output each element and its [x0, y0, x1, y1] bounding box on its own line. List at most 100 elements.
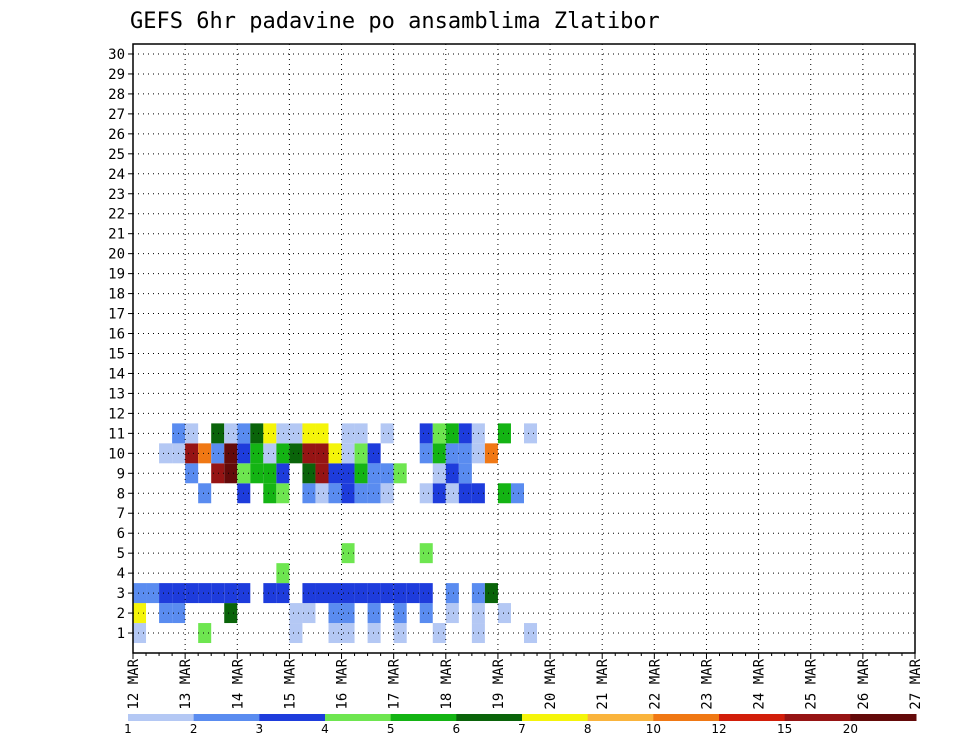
- colorbar-label: 15: [777, 722, 792, 736]
- heatmap-cell: [367, 463, 381, 484]
- heatmap-cell: [198, 583, 212, 604]
- heatmap-cell: [198, 623, 212, 644]
- heatmap-cell: [380, 463, 394, 484]
- heatmap-cell: [484, 443, 498, 464]
- heatmap-cell: [393, 583, 407, 604]
- colorbar-segment: [193, 714, 260, 721]
- colorbar: 1 2 3 4 5 6 7 8 10 12 15 20: [124, 714, 917, 736]
- colorbar-label: 8: [584, 722, 592, 736]
- heatmap-cell: [419, 583, 433, 604]
- colorbar-label: 2: [190, 722, 198, 736]
- heatmap-cell: [445, 583, 459, 604]
- heatmap-cell: [393, 603, 407, 624]
- heatmap-cell: [159, 603, 173, 624]
- heatmap-cell: [224, 423, 238, 444]
- y-tick-label: 19: [108, 267, 125, 283]
- heatmap-cell: [185, 583, 199, 604]
- y-tick-label: 27: [108, 107, 125, 123]
- heatmap-cell: [263, 583, 277, 604]
- heatmap-cell: [497, 423, 511, 444]
- colorbar-segment: [128, 714, 195, 721]
- heatmap-cell: [367, 443, 381, 464]
- y-tick-label: 24: [108, 167, 125, 183]
- heatmap-cell: [328, 443, 342, 464]
- heatmap-cells: [133, 423, 538, 644]
- y-tick-label: 5: [117, 546, 125, 562]
- colorbar-segment: [456, 714, 523, 721]
- y-tick-label: 21: [108, 227, 125, 243]
- heatmap-cell: [198, 483, 212, 504]
- heatmap-cell: [393, 623, 407, 644]
- colorbar-segment: [522, 714, 589, 721]
- heatmap-cell: [315, 443, 329, 464]
- heatmap-cell: [211, 423, 225, 444]
- heatmap-cell: [419, 603, 433, 624]
- heatmap-cell: [445, 443, 459, 464]
- heatmap-cell: [146, 583, 160, 604]
- y-tick-label: 25: [108, 147, 125, 163]
- x-tick-label: 22 MAR: [647, 658, 663, 709]
- y-tick-label: 7: [117, 506, 125, 522]
- heatmap-cell: [276, 583, 290, 604]
- colorbar-segment: [653, 714, 720, 721]
- y-tick-label: 26: [108, 127, 125, 143]
- heatmap-cell: [367, 603, 381, 624]
- heatmap-cell: [354, 483, 368, 504]
- colorbar-segment: [325, 714, 392, 721]
- heatmap-cell: [159, 443, 173, 464]
- heatmap-cell: [315, 423, 329, 444]
- x-tick-label: 19 MAR: [491, 658, 507, 709]
- heatmap-cell: [289, 443, 303, 464]
- heatmap-cell: [211, 443, 225, 464]
- heatmap-cell: [445, 603, 459, 624]
- x-tick-label: 15 MAR: [282, 658, 298, 709]
- heatmap-cell: [458, 443, 472, 464]
- heatmap-cell: [185, 423, 199, 444]
- chart-title: GEFS 6hr padavine po ansamblima Zlatibor: [130, 9, 660, 34]
- heatmap-cell: [263, 423, 277, 444]
- heatmap-cell: [250, 463, 264, 484]
- heatmap-cell: [497, 603, 511, 624]
- heatmap-cell: [289, 623, 303, 644]
- y-tick-label: 22: [108, 207, 125, 223]
- colorbar-label: 5: [387, 722, 395, 736]
- heatmap-cell: [276, 463, 290, 484]
- y-tick-label: 29: [108, 67, 125, 83]
- heatmap-cell: [419, 483, 433, 504]
- y-tick-label: 15: [108, 346, 125, 362]
- colorbar-segment: [850, 714, 917, 721]
- heatmap-cell: [224, 603, 238, 624]
- heatmap-cell: [354, 463, 368, 484]
- heatmap-cell: [445, 423, 459, 444]
- heatmap-cell: [133, 603, 147, 624]
- heatmap-cell: [458, 423, 472, 444]
- heatmap-cell: [263, 463, 277, 484]
- colorbar-segment: [390, 714, 457, 721]
- x-tick-label: 25 MAR: [804, 658, 820, 709]
- grid-lines: [132, 44, 916, 653]
- x-axis: 12 MAR 13 MAR 14 MAR 15 MAR 16 MAR 17 MAR 18 M…: [126, 653, 924, 710]
- x-tick-label: 18 MAR: [439, 658, 455, 709]
- y-tick-label: 17: [108, 307, 125, 323]
- heatmap-cell: [484, 583, 498, 604]
- heatmap-cell: [328, 623, 342, 644]
- colorbar-label: 7: [518, 722, 526, 736]
- colorbar-label: 4: [321, 722, 329, 736]
- colorbar-segment: [587, 714, 654, 721]
- colorbar-label: 12: [711, 722, 726, 736]
- heatmap-cell: [432, 483, 446, 504]
- heatmap-cell: [315, 463, 329, 484]
- heatmap-cell: [276, 423, 290, 444]
- colorbar-label: 20: [843, 722, 858, 736]
- heatmap-cell: [432, 463, 446, 484]
- colorbar-label: 6: [453, 722, 461, 736]
- heatmap-cell: [224, 583, 238, 604]
- heatmap-cell: [432, 423, 446, 444]
- y-tick-label: 4: [117, 566, 125, 582]
- x-tick-label: 24 MAR: [752, 658, 768, 709]
- heatmap-cell: [393, 463, 407, 484]
- heatmap-cell: [276, 443, 290, 464]
- heatmap-cell: [315, 483, 329, 504]
- heatmap-cell: [185, 443, 199, 464]
